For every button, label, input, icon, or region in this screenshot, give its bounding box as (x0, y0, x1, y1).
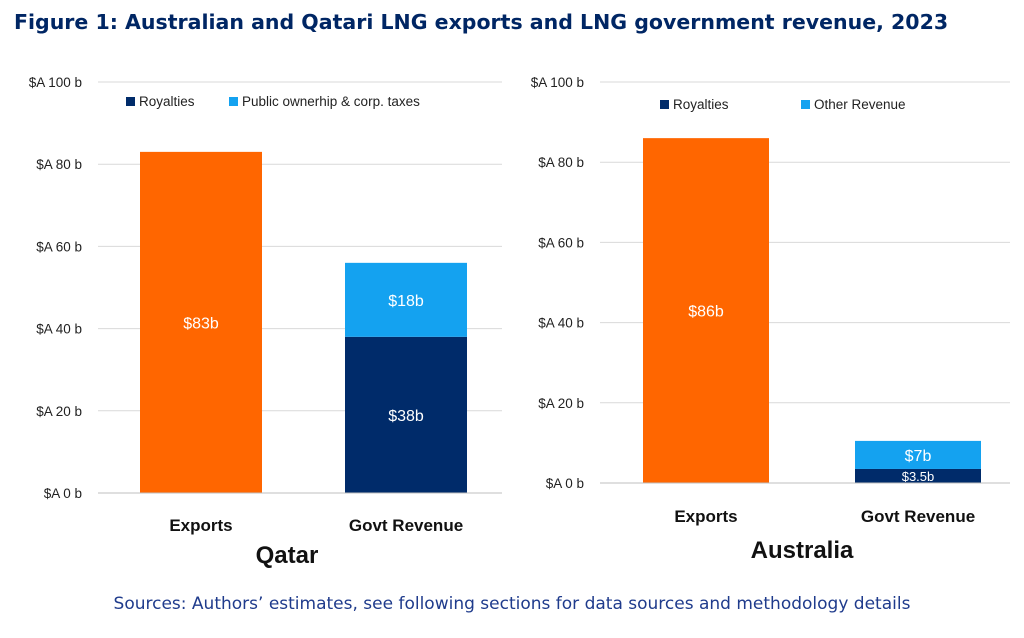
australia-x-tick-label: Exports (674, 507, 737, 526)
qatar-y-tick-label: $A 60 b (36, 239, 82, 254)
australia-legend-label: Royalties (673, 97, 729, 112)
australia-y-tick-label: $A 20 b (538, 396, 584, 411)
australia-y-tick-label: $A 100 b (531, 75, 584, 90)
qatar-data-label: $18b (388, 293, 424, 310)
australia-y-tick-label: $A 0 b (546, 476, 584, 491)
australia-y-tick-label: $A 60 b (538, 235, 584, 250)
qatar-chart: $A 0 b $A 20 b $A 40 b $A 60 b $A 80 b $A 100… (29, 75, 502, 569)
qatar-y-tick-label: $A 100 b (29, 75, 82, 90)
australia-bar-other-revenue (855, 440, 981, 469)
qatar-bar-public-ownerhip-corp-taxes (345, 262, 467, 337)
qatar-y-tick-label: $A 40 b (36, 322, 82, 337)
qatar-y-tick-label: $A 0 b (44, 486, 82, 501)
qatar-y-tick-label: $A 20 b (36, 404, 82, 419)
australia-legend-label: Other Revenue (814, 97, 906, 112)
qatar-bar-exports (140, 151, 262, 493)
australia-data-label: $3.5b (902, 469, 935, 484)
australia-bar-exports (643, 138, 769, 483)
australia-chart: $A 0 b $A 20 b $A 40 b $A 60 b $A 80 b $A 100… (531, 75, 1010, 564)
australia-data-label: $7b (905, 448, 932, 465)
qatar-data-label: $38b (388, 408, 424, 425)
qatar-x-tick-label: Exports (169, 516, 232, 535)
qatar-bar-royalties (345, 336, 467, 493)
australia-y-tick-label: $A 80 b (538, 155, 584, 170)
australia-legend-swatch-royalties (660, 100, 669, 109)
source-note: Sources: Authors’ estimates, see followi… (113, 594, 911, 614)
qatar-data-label: $83b (183, 315, 219, 332)
qatar-x-tick-label: Govt Revenue (349, 516, 463, 535)
australia-bar-royalties (855, 468, 981, 483)
qatar-legend-label: Public ownerhip & corp. taxes (242, 94, 420, 109)
australia-chart-title: Australia (751, 537, 854, 564)
qatar-y-tick-label: $A 80 b (36, 157, 82, 172)
qatar-legend-swatch-royalties (126, 97, 135, 106)
australia-data-label: $86b (688, 304, 724, 321)
qatar-legend-label: Royalties (139, 94, 195, 109)
qatar-chart-title: Qatar (256, 542, 319, 569)
qatar-legend-swatch-public-ownerhip-corp-taxes (229, 97, 238, 106)
australia-legend-swatch-other-revenue (801, 100, 810, 109)
figure-title: Figure 1: Australian and Qatari LNG expo… (14, 10, 949, 34)
australia-x-tick-label: Govt Revenue (861, 507, 975, 526)
australia-y-tick-label: $A 40 b (538, 316, 584, 331)
